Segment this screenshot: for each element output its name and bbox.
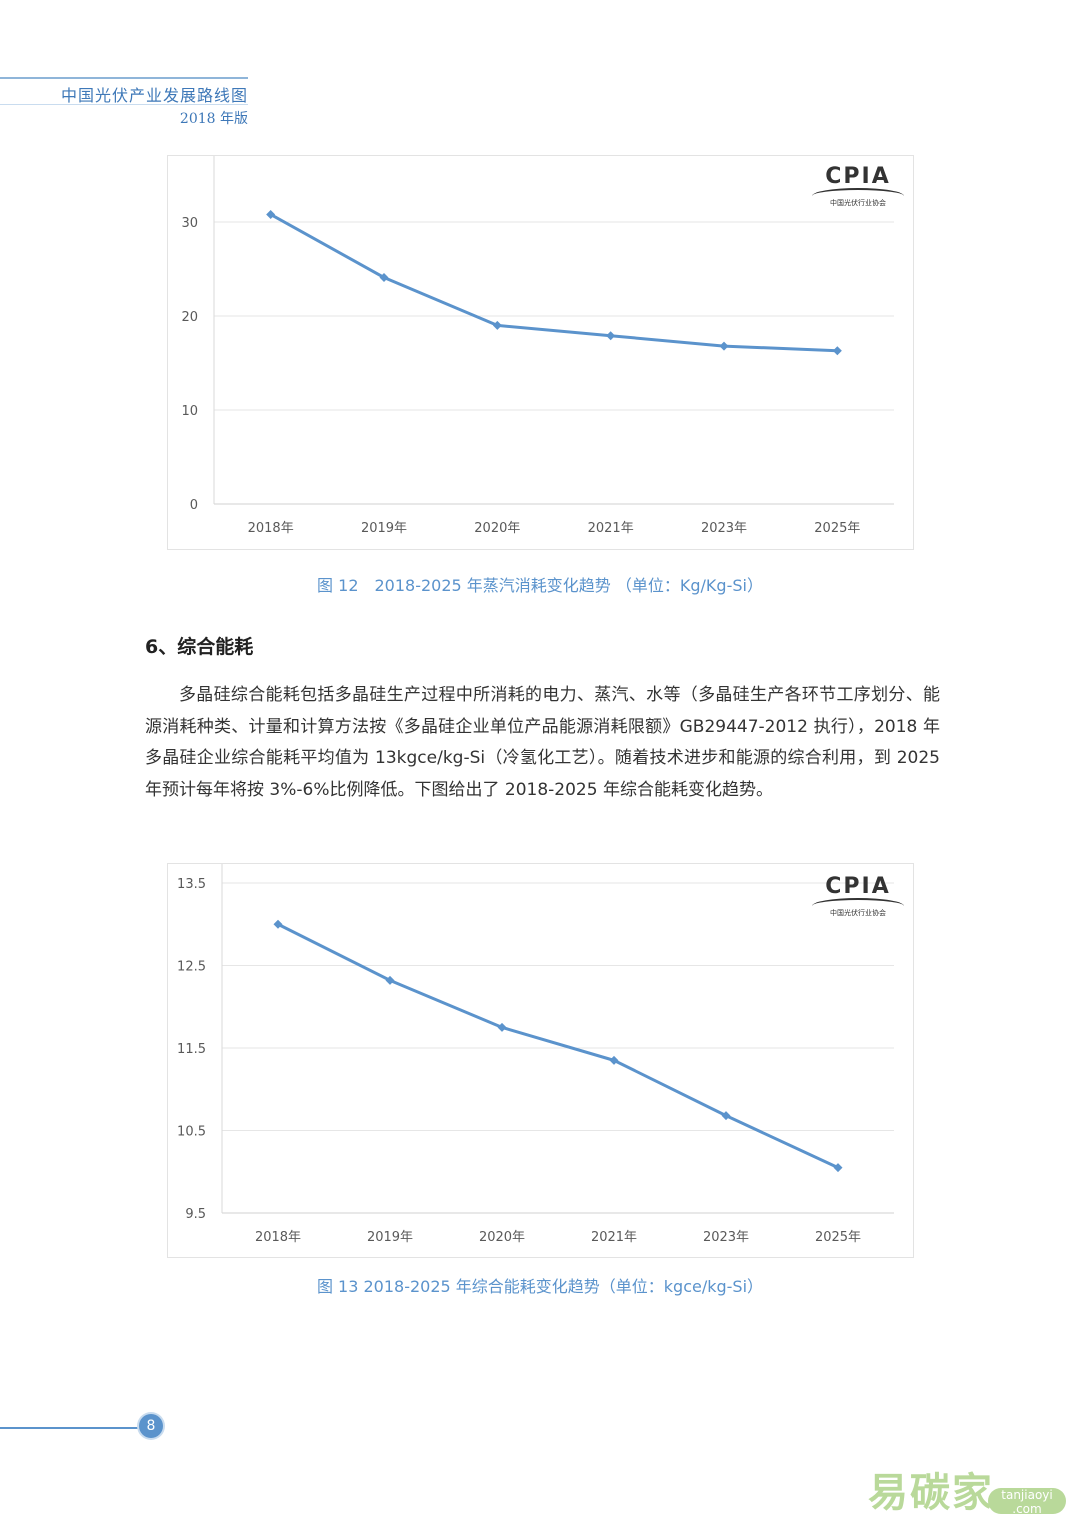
chart-steam-svg: 0 10 20 30 2018年 2019年 2020年 2021年 2023年 2025年: [181, 156, 894, 536]
watermark-cn: 易碳家: [868, 1470, 994, 1516]
logo-text: CPIA: [825, 874, 891, 899]
data-point: [385, 975, 395, 985]
logo-arc: [812, 898, 904, 914]
chart-caption-13: 图 13 2018-2025 年综合能耗变化趋势（单位：kgce/kg-Si）: [316, 1277, 764, 1296]
x-tick-label: 2020年: [474, 521, 520, 536]
series-line: [269, 213, 838, 353]
watermark-en: tanjiaoyi .com: [988, 1488, 1066, 1516]
y-tick-label: 13.5: [177, 877, 206, 892]
y-tick-label: 10.5: [177, 1125, 206, 1140]
cpia-logo: CPIA 中国光伏行业协会: [808, 164, 908, 210]
chart-energy-consumption: 9.5 10.5 11.5 12.5 13.5 2018年 2019年 2020年 2021年 2…: [167, 863, 914, 1258]
footer-rule: [0, 1427, 140, 1429]
chart-energy-svg: 9.5 10.5 11.5 12.5 13.5 2018年 2019年 2020年 2021年 2…: [177, 864, 894, 1245]
x-tick-label: 2020年: [479, 1230, 525, 1245]
x-tick-label: 2021年: [591, 1230, 637, 1245]
y-tick-label: 30: [181, 216, 198, 231]
logo-text: CPIA: [825, 164, 891, 189]
data-point: [609, 1055, 619, 1065]
data-point: [833, 1163, 843, 1173]
watermark-logo: 易碳家 tanjiaoyi .com: [868, 1460, 1068, 1520]
chart-caption-12: 图 12 2018-2025 年蒸汽消耗变化趋势 （单位：Kg/Kg-Si）: [317, 576, 763, 595]
data-point: [719, 341, 729, 351]
logo-subtext: 中国光伏行业协会: [830, 909, 886, 917]
data-point: [832, 346, 842, 356]
y-tick-label: 9.5: [185, 1207, 206, 1222]
data-point: [497, 1022, 507, 1032]
x-tick-label: 2018年: [255, 1230, 301, 1245]
header-rule-thin: [0, 104, 248, 105]
y-tick-label: 11.5: [177, 1042, 206, 1057]
x-tick-label: 2025年: [814, 521, 860, 536]
doc-title: 中国光伏产业发展路线图: [60, 86, 248, 105]
logo-arc: [812, 188, 904, 204]
x-tick-label: 2023年: [703, 1230, 749, 1245]
data-point: [273, 919, 283, 929]
x-tick-label: 2025年: [815, 1230, 861, 1245]
y-tick-label: 12.5: [177, 960, 206, 975]
y-tick-label: 10: [181, 404, 198, 419]
x-tick-label: 2023年: [701, 521, 747, 536]
data-point: [492, 320, 502, 330]
section-title: 6、综合能耗: [145, 636, 254, 658]
page-number: 8: [139, 1414, 163, 1438]
data-point: [721, 1111, 731, 1121]
x-tick-label: 2019年: [361, 521, 407, 536]
section-paragraph: 多晶硅综合能耗包括多晶硅生产过程中所消耗的电力、蒸汽、水等（多晶硅生产各环节工序…: [145, 685, 940, 800]
data-point: [379, 272, 389, 282]
data-point: [266, 209, 276, 219]
x-tick-label: 2019年: [367, 1230, 413, 1245]
logo-subtext: 中国光伏行业协会: [830, 199, 886, 207]
cpia-logo: CPIA 中国光伏行业协会: [808, 874, 908, 920]
doc-edition: 2018 年版: [179, 111, 248, 127]
x-tick-label: 2021年: [588, 521, 634, 536]
series-line: [277, 922, 839, 1169]
header-rule: [0, 77, 248, 79]
x-tick-label: 2018年: [248, 521, 294, 536]
y-tick-label: 20: [181, 310, 198, 325]
y-tick-label: 0: [190, 498, 198, 513]
chart-steam-consumption: 0 10 20 30 2018年 2019年 2020年 2021年 2023年 2025年 CP…: [167, 155, 914, 550]
data-point: [606, 331, 616, 341]
